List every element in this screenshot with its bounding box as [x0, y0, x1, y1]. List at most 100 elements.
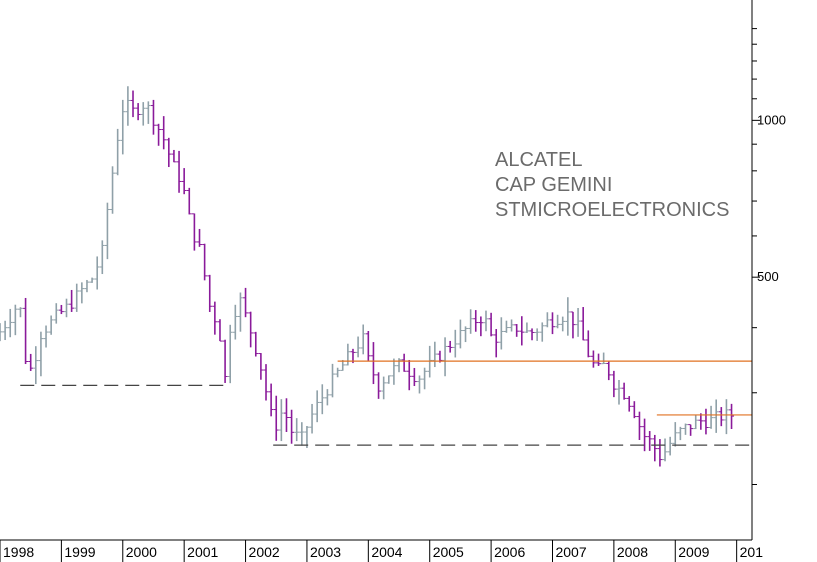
price-bar: [197, 228, 203, 247]
price-bar: [0, 323, 3, 342]
price-bar: [319, 384, 325, 415]
price-bar: [314, 390, 320, 423]
x-tick-label: 2004: [371, 544, 402, 560]
price-bar: [283, 398, 289, 432]
price-bar: [166, 137, 172, 168]
price-bar: [299, 422, 305, 446]
price-bar: [181, 168, 187, 195]
price-bar: [488, 312, 494, 337]
price-bar: [729, 403, 735, 429]
price-bar: [631, 401, 637, 419]
x-tick-label: 2003: [310, 544, 341, 560]
price-bar: [601, 352, 607, 365]
price-bar: [422, 367, 428, 390]
price-bars-layer: [0, 86, 735, 467]
price-bar: [509, 319, 515, 332]
price-bar: [79, 282, 85, 304]
x-tick-label: 1998: [3, 544, 34, 560]
price-bar: [23, 297, 29, 365]
x-tick-label: 2006: [494, 544, 525, 560]
price-bar: [69, 289, 75, 312]
price-bar: [560, 316, 566, 332]
price-bar: [386, 375, 392, 384]
price-bar: [135, 103, 141, 121]
price-bar: [48, 315, 54, 335]
price-bar: [442, 337, 448, 377]
price-bar: [642, 418, 648, 452]
price-bar: [473, 310, 479, 332]
price-bar: [703, 408, 709, 435]
price-bar: [33, 346, 39, 385]
price-bar: [309, 403, 315, 434]
x-tick-label: 2001: [187, 544, 218, 560]
price-bar: [452, 329, 458, 358]
price-bar: [575, 308, 581, 337]
price-bar: [243, 287, 249, 318]
annotation-stmicroelectronics: STMICROELECTRONICS: [495, 199, 730, 221]
price-bar: [391, 358, 397, 385]
price-bar: [647, 431, 653, 451]
price-bar: [396, 358, 402, 373]
price-bar: [534, 328, 540, 341]
price-bar: [278, 399, 284, 442]
price-bar: [115, 128, 121, 176]
price-bar: [340, 359, 346, 371]
x-tick-label: 2007: [555, 544, 586, 560]
price-bar: [570, 311, 576, 339]
price-bar: [28, 353, 34, 371]
price-bar: [411, 367, 417, 387]
price-bar: [263, 364, 269, 401]
price-bar: [294, 418, 300, 442]
price-bar: [498, 317, 504, 350]
price-bar: [539, 322, 545, 342]
price-bar: [463, 326, 469, 343]
price-bar: [222, 339, 228, 383]
price-bar: [606, 361, 612, 381]
price-bar: [457, 319, 463, 349]
price-bar: [258, 353, 264, 380]
price-bar: [677, 426, 683, 441]
price-bar: [590, 350, 596, 368]
price-bar: [718, 407, 724, 427]
axes-layer: [0, 0, 753, 541]
price-bar: [104, 202, 110, 260]
price-bar: [150, 99, 156, 135]
price-bar: [672, 422, 678, 447]
price-bar: [202, 243, 208, 281]
price-bar: [64, 298, 70, 318]
price-bar: [519, 316, 525, 346]
price-bar: [89, 277, 95, 283]
price-bar: [723, 399, 729, 435]
price-bar: [186, 187, 192, 215]
price-bar: [248, 311, 254, 348]
price-bar: [381, 376, 387, 400]
price-bar: [125, 86, 131, 126]
price-bar: [657, 439, 663, 467]
price-bar: [493, 329, 499, 358]
price-bar: [580, 307, 586, 341]
y-ticks-layer: 1000 500: [752, 28, 786, 486]
price-bar: [478, 316, 484, 337]
price-bar: [273, 395, 279, 441]
price-bar: [432, 341, 438, 368]
price-bar: [161, 116, 167, 150]
x-tick-label: 2009: [678, 544, 709, 560]
x-ticks-layer: 1998 1999 2000 2001 2002 2003 2004 2005 2006 2007…: [0, 540, 763, 562]
price-bar: [549, 312, 555, 335]
price-bar: [370, 342, 376, 385]
price-bar: [145, 101, 151, 124]
price-bar: [12, 304, 18, 336]
price-bar: [662, 438, 668, 462]
price-bar: [110, 166, 116, 214]
price-bar: [529, 328, 535, 341]
price-bar: [304, 425, 310, 448]
price-bar: [555, 314, 561, 329]
price-bar: [636, 411, 642, 440]
price-bar: [74, 283, 80, 312]
price-bar: [289, 409, 295, 444]
price-bar: [360, 324, 366, 355]
price-bar: [544, 312, 550, 328]
price-bar: [626, 396, 632, 412]
x-tick-label: 2002: [249, 544, 280, 560]
